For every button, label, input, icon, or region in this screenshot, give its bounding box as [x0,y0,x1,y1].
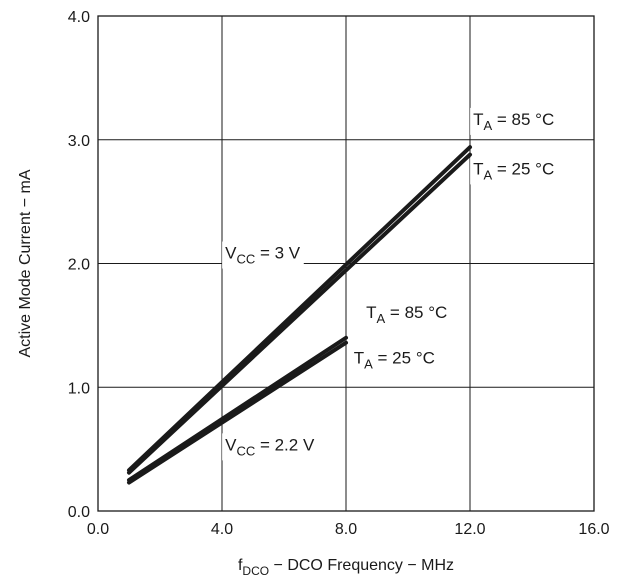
annotation-rest: = 25 °C [492,159,554,178]
annotation-sub: A [483,118,492,133]
annotation-ta85-3v: TA = 85 °C [470,107,558,135]
x-tick-label-0: 0.0 [87,521,109,538]
annotation-bg [470,107,558,135]
annotation-bg [222,241,304,269]
annotation-sub: A [377,311,386,326]
annotation-main: T [473,110,483,129]
annotation-ta85-22v: TA = 85 °C [363,300,451,328]
y-axis-label: Active Mode Current − mA [17,169,34,357]
y-tick-label-2: 2.0 [68,257,90,274]
x-axis-label: fDCO − DCO Frequency − MHz [238,557,454,578]
y-tick-labels: 0.0 1.0 2.0 3.0 4.0 [68,9,90,521]
annotation-main: T [354,349,364,368]
annotation-ta25-3v: TA = 25 °C [470,157,558,185]
annotation-sub: CC [236,252,255,267]
annotation-text: TA = 25 °C [354,349,435,372]
annotation-vcc-22v: VCC = 2.2 V [222,433,318,461]
annotation-rest: = 25 °C [373,349,435,368]
series-line-1 [127,152,472,475]
y-tick-label-4: 4.0 [68,9,90,26]
y-tick-label-1: 1.0 [68,380,90,397]
annotation-text: TA = 25 °C [473,159,554,182]
annotation-vcc-3v: VCC = 3 V [222,241,304,269]
annotation-text: TA = 85 °C [366,303,447,326]
annotation-rest: = 85 °C [492,110,554,129]
series-line-2 [127,335,348,483]
annotation-sub: CC [236,443,255,458]
annotation-text: VCC = 3 V [225,244,301,267]
x-label-main: f [238,557,243,574]
annotation-bg [363,300,451,328]
annotation-bg [350,346,438,374]
series-line-0 [127,145,472,473]
annotation-bg [470,157,558,185]
annotation-bg [222,433,318,461]
series-line-3 [127,340,348,485]
x-label-sub: DCO [242,564,269,578]
annotation-main: T [473,159,483,178]
annotation-main: V [225,435,237,454]
annotation-sub: A [364,357,373,372]
series-lines [127,145,472,485]
annotation-sub: A [483,167,492,182]
x-label-rest: − DCO Frequency − MHz [269,557,454,574]
annotation-text: TA = 85 °C [473,110,554,133]
y-tick-label-0: 0.0 [68,504,90,521]
plot-frame [97,15,595,512]
annotation-ta25-22v: TA = 25 °C [350,346,438,374]
annotation-rest: = 2.2 V [255,435,315,454]
x-tick-label-2: 8.0 [335,521,357,538]
x-tick-label-3: 12.0 [454,521,485,538]
annotation-main: V [225,244,237,263]
x-tick-label-1: 4.0 [211,521,233,538]
y-tick-label-3: 3.0 [68,133,90,150]
x-tick-label-4: 16.0 [578,521,609,538]
annotation-rest: = 3 V [255,244,301,263]
annotation-text: VCC = 2.2 V [225,435,315,458]
x-tick-labels: 0.0 4.0 8.0 12.0 16.0 [87,521,610,538]
annotation-main: T [366,303,376,322]
annotation-rest: = 85 °C [385,303,447,322]
